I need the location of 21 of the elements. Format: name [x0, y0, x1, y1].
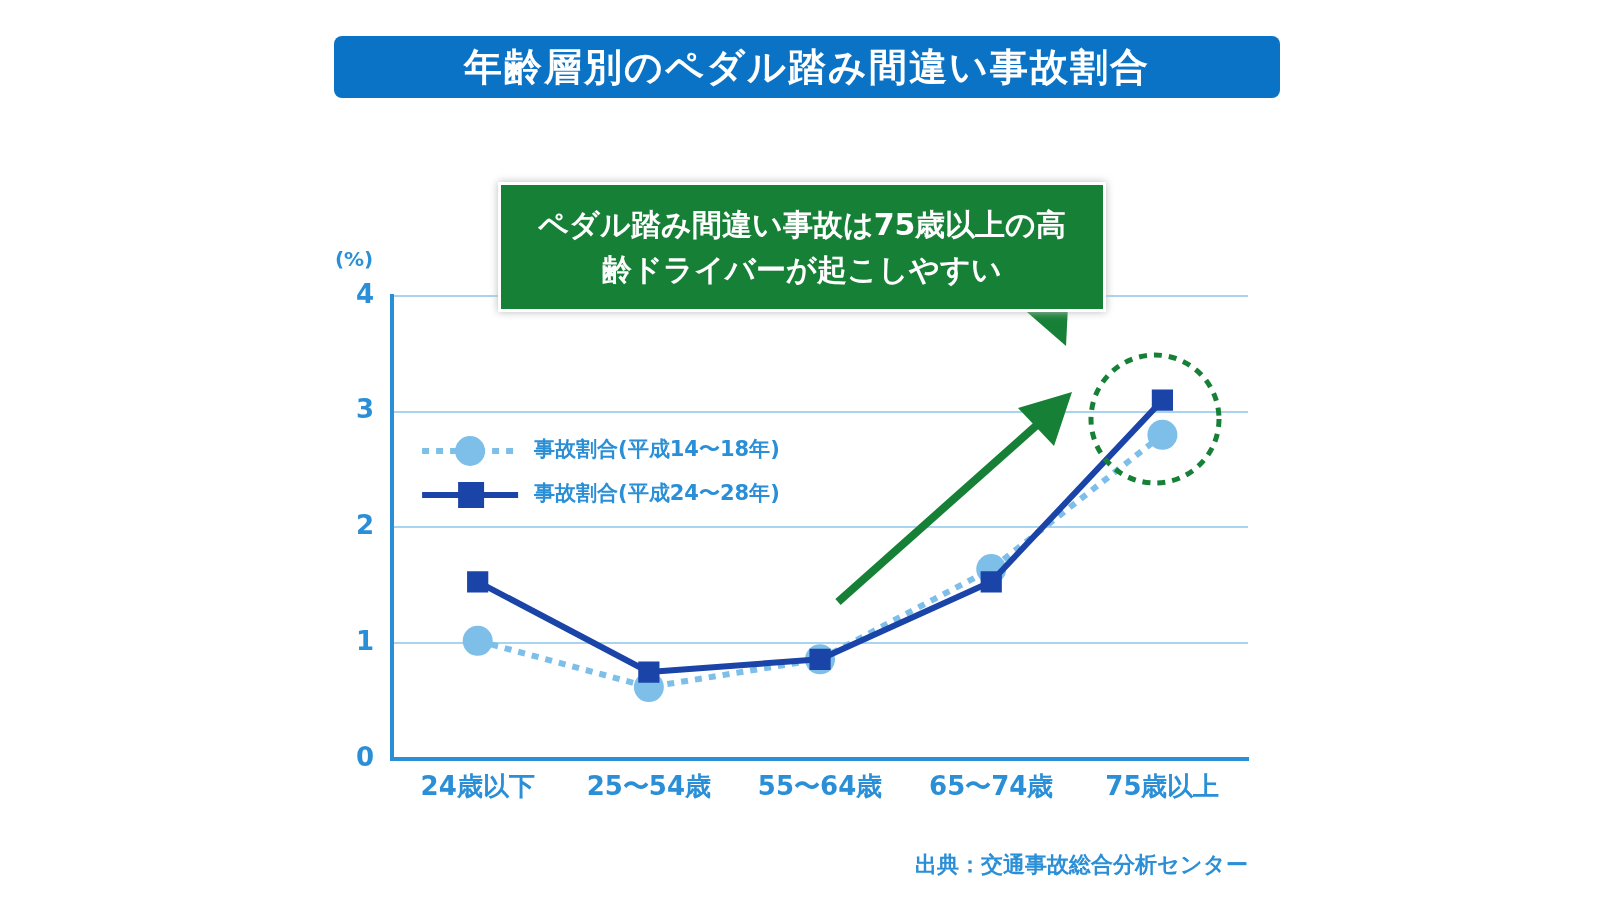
y-tick-label: 4	[356, 278, 375, 309]
point	[1147, 419, 1178, 450]
point	[638, 661, 660, 683]
legend-label: 事故割合(平成14〜18年)	[533, 437, 780, 462]
chart-title: 年齢層別のペダル踏み間違い事故割合	[334, 36, 1280, 98]
source-note: 出典：交通事故総合分析センター	[915, 851, 1248, 879]
x-tick-label: 24歳以下	[420, 771, 535, 802]
y-tick-label: 1	[356, 625, 375, 656]
x-tick-label: 75歳以上	[1105, 771, 1220, 802]
point	[1151, 389, 1174, 411]
x-tick-label: 65〜74歳	[929, 771, 1054, 802]
x-tick-label: 25〜54歳	[586, 771, 712, 802]
y-tick-label: 2	[356, 510, 375, 541]
y-tick-label: 0	[356, 741, 375, 772]
y-tick-label: 3	[356, 394, 375, 425]
point	[462, 625, 493, 656]
legend-label: 事故割合(平成24〜28年)	[533, 481, 780, 506]
x-tick-label: 55〜64歳	[757, 771, 883, 802]
y-axis-title: (%)	[334, 247, 374, 271]
point	[980, 571, 1002, 593]
point	[467, 571, 489, 593]
